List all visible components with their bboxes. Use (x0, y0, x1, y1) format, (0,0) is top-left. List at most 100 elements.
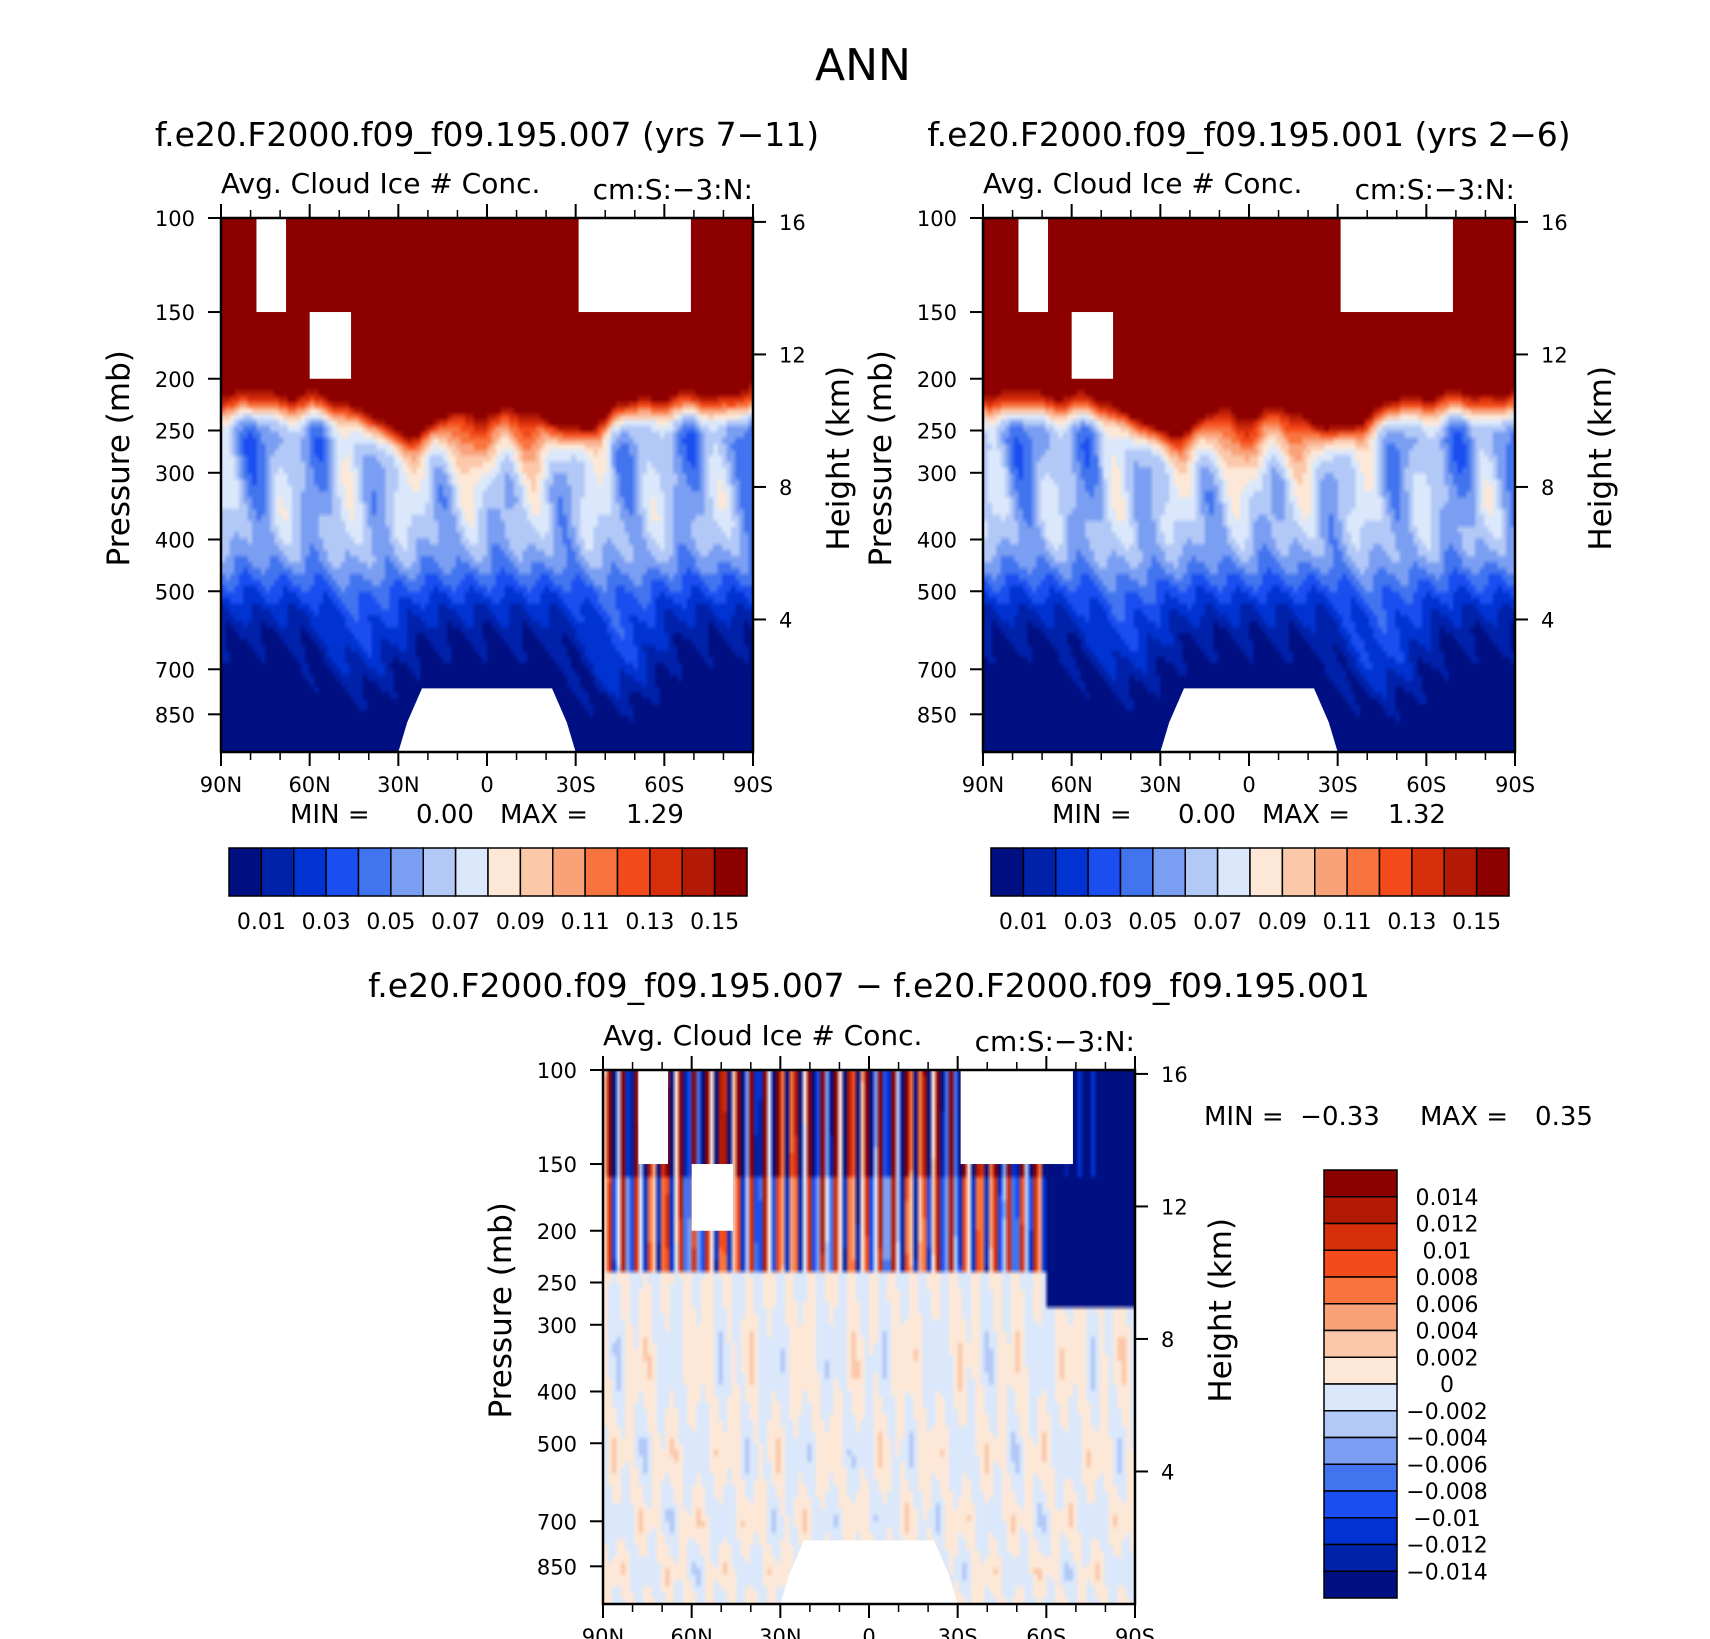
x-tick-label: 30N (377, 773, 419, 797)
panel-subtitle-left: Avg. Cloud Ice # Conc. (221, 167, 540, 200)
y-axis-label: Pressure (mb) (101, 350, 137, 566)
missing-data-region (578, 218, 691, 313)
y-tick-label: 100 (917, 207, 957, 231)
y-tick-label: 150 (537, 1153, 577, 1177)
y-tick-label: 100 (155, 207, 195, 231)
missing-data-region (256, 218, 287, 313)
colorbar-box (1323, 1490, 1398, 1519)
colorbar-box (1184, 847, 1219, 897)
colorbar-label: 0.03 (302, 910, 351, 935)
colorbar-box (1022, 847, 1057, 897)
y2-tick-label: 8 (1541, 476, 1554, 500)
y2-tick-label: 12 (1161, 1195, 1188, 1219)
colorbar-box (1323, 1276, 1398, 1305)
y2-tick-label: 12 (1541, 343, 1568, 367)
y-tick-label: 850 (917, 703, 957, 727)
max-value: 0.35 (1535, 1102, 1593, 1132)
x-tick-label: 30N (759, 1625, 801, 1639)
y2-tick-label: 4 (1541, 608, 1554, 632)
colorbar-label: 0.13 (625, 910, 674, 935)
figure-title: ANN (815, 40, 911, 91)
y2-tick-label: 16 (1541, 211, 1568, 235)
colorbar-box (1314, 847, 1348, 897)
y-tick-label: 400 (537, 1381, 577, 1405)
colorbar-label: 0.01 (1423, 1239, 1472, 1264)
panel-subtitle-right: cm:S:−3:N: (593, 173, 753, 206)
x-tick-label: 90N (962, 773, 1004, 797)
x-tick-label: 0 (1242, 773, 1255, 797)
y-tick-label: 150 (155, 301, 195, 325)
y2-tick-label: 16 (1161, 1063, 1188, 1087)
colorbar-label: 0.09 (1258, 910, 1307, 935)
colorbar-box (454, 847, 489, 897)
colorbar-box (487, 847, 522, 897)
colorbar-box (1323, 1356, 1398, 1385)
colorbar-box (1323, 1249, 1398, 1278)
colorbar-label: 0.07 (431, 910, 480, 935)
colorbar-box (1323, 1570, 1398, 1599)
panel-subtitle-left: Avg. Cloud Ice # Conc. (603, 1019, 922, 1052)
y-tick-label: 850 (537, 1555, 577, 1579)
min-label: MIN = (290, 800, 370, 830)
panel-difference: 100 150 200 250 300 400 500 700 850 16 12 8 4 90N 60N 3… (368, 966, 1593, 1639)
colorbar-box (260, 847, 295, 897)
colorbar-box (1323, 1303, 1398, 1332)
colorbar-label: 0.03 (1064, 910, 1113, 935)
colorbar-box (552, 847, 586, 897)
colorbar-label: −0.004 (1406, 1427, 1487, 1452)
colorbar-box (1323, 1543, 1398, 1572)
colorbar-label: 0.07 (1193, 910, 1242, 935)
colorbar-label: −0.008 (1406, 1480, 1487, 1505)
x-tick-label: 60N (288, 773, 330, 797)
topography-mask (398, 688, 576, 752)
y2-axis-label: Height (km) (1583, 366, 1619, 551)
y-tick-label: 250 (537, 1272, 577, 1296)
colorbar-box (1249, 847, 1284, 897)
y2-tick-label: 8 (1161, 1328, 1174, 1352)
colorbar-box (1055, 847, 1089, 897)
x-tick-label: 0 (480, 773, 493, 797)
missing-data-region (638, 1070, 669, 1165)
colorbar-box (1323, 1463, 1398, 1492)
max-label: MAX = (500, 800, 588, 830)
colorbar-box (1346, 847, 1381, 897)
colorbar-label: 0 (1440, 1373, 1454, 1398)
x-tick-label: 60S (644, 773, 684, 797)
colorbar-label: 0.05 (366, 910, 415, 935)
y2-axis-label: Height (km) (1203, 1218, 1239, 1403)
y2-tick-label: 8 (779, 476, 792, 500)
missing-data-region (960, 1070, 1073, 1165)
colorbar-label: 0.13 (1387, 910, 1436, 935)
x-tick-label: 90N (582, 1625, 624, 1639)
colorbar-label: 0.004 (1416, 1320, 1479, 1345)
missing-data-region (1071, 312, 1114, 379)
y-axis-label: Pressure (mb) (863, 350, 899, 566)
min-label: MIN = (1052, 800, 1132, 830)
x-tick-label: 60S (1406, 773, 1446, 797)
colorbar-box (1323, 1169, 1398, 1198)
panel-subtitle-right: cm:S:−3:N: (1355, 173, 1515, 206)
max-label: MAX = (1420, 1102, 1508, 1132)
y-tick-label: 200 (537, 1220, 577, 1244)
x-tick-label: 60N (670, 1625, 712, 1639)
colorbar-box (1323, 1517, 1398, 1546)
panel-subtitle-right: cm:S:−3:N: (975, 1025, 1135, 1058)
colorbar-label: 0.15 (690, 910, 739, 935)
y-tick-label: 200 (155, 368, 195, 392)
max-value: 1.29 (626, 800, 684, 830)
panel-subtitle-left: Avg. Cloud Ice # Conc. (983, 167, 1302, 200)
colorbar-box (325, 847, 360, 897)
panel-title: f.e20.F2000.f09_f09.195.001 (yrs 2−6) (927, 115, 1570, 154)
colorbar-label: 0.006 (1416, 1293, 1479, 1318)
y-tick-label: 250 (917, 419, 957, 443)
y-tick-label: 250 (155, 419, 195, 443)
colorbar-label: −0.014 (1406, 1560, 1487, 1585)
y-tick-label: 300 (917, 462, 957, 486)
colorbar-box (519, 847, 554, 897)
colorbar-box (1411, 847, 1445, 897)
colorbar-box (1475, 847, 1510, 897)
colorbar-box (616, 847, 651, 897)
x-tick-label: 60N (1050, 773, 1092, 797)
y-tick-label: 850 (155, 703, 195, 727)
